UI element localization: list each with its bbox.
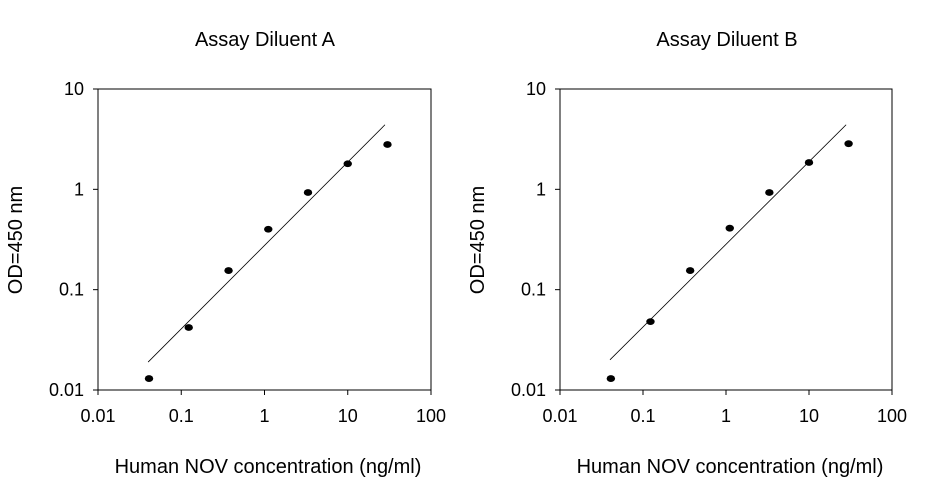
chart-b-points	[606, 140, 853, 382]
chart-a-title: Assay Diluent A	[195, 29, 336, 51]
chart-a-x-tick-label: 10	[338, 406, 358, 426]
chart-b-data-point	[646, 318, 655, 326]
chart-a-data-point	[144, 375, 154, 382]
chart-a-y-tick-label: 1	[74, 179, 84, 199]
chart-b-data-point	[685, 267, 695, 274]
chart-a-y-ticks: 0.01 0.1 1 10	[49, 79, 98, 400]
chart-b-x-tick-label: 1	[721, 406, 731, 426]
chart-a-x-tick-label: 0.1	[169, 406, 194, 426]
chart-a-data-point	[224, 267, 233, 274]
chart-b-data-point	[844, 140, 853, 148]
chart-a-xlabel: Human NOV concentration (ng/ml)	[115, 456, 422, 478]
chart-b-y-ticks: 0.01 0.1 1 10	[511, 79, 560, 400]
chart-a-data-point	[184, 324, 193, 331]
chart-a-x-tick-label: 100	[416, 406, 446, 426]
chart-b-x-tick-label: 100	[877, 406, 907, 426]
chart-b-x-ticks: 0.01 0.1 1 10 100	[542, 390, 907, 426]
chart-a-fit-line	[147, 124, 386, 363]
chart-b-y-tick-label: 0.1	[521, 280, 546, 300]
chart-b-y-tick-label: 1	[536, 179, 546, 199]
chart-a-x-tick-label: 0.01	[80, 406, 115, 426]
chart-panel-b: Assay Diluent B 0.01 0.1 1 10 0.01 0.1 1 10 100…	[467, 29, 907, 478]
chart-a-data-point	[303, 189, 313, 196]
chart-b-xlabel: Human NOV concentration (ng/ml)	[577, 456, 884, 478]
chart-a-y-tick-label: 10	[64, 79, 84, 99]
chart-b-y-tick-label: 10	[526, 79, 546, 99]
chart-b-plot-area	[559, 88, 893, 391]
chart-panel-a: Assay Diluent A 0.01 0.1 1 10 0.01 0.1 1 10 100…	[5, 29, 446, 478]
chart-a-points	[144, 141, 392, 382]
chart-a-data-point	[264, 225, 273, 233]
chart-a-data-point	[343, 160, 352, 168]
chart-a-ylabel: OD=450 nm	[5, 186, 27, 294]
chart-a-data-point	[383, 141, 392, 148]
chart-b-ylabel: OD=450 nm	[467, 186, 489, 294]
chart-a-x-tick-label: 1	[259, 406, 269, 426]
chart-b-title: Assay Diluent B	[656, 29, 797, 51]
chart-b-data-point	[804, 159, 814, 166]
chart-b-data-point	[725, 224, 734, 232]
chart-a-x-ticks: 0.01 0.1 1 10 100	[80, 390, 446, 426]
chart-b-data-point	[765, 189, 774, 196]
chart-b-x-tick-label: 0.01	[542, 406, 577, 426]
chart-b-x-tick-label: 0.1	[630, 406, 655, 426]
chart-b-x-tick-label: 10	[799, 406, 819, 426]
chart-b-y-tick-label: 0.01	[511, 380, 546, 400]
chart-a-y-tick-label: 0.1	[59, 280, 84, 300]
chart-b-data-point	[606, 375, 616, 382]
chart-a-plot-area	[97, 88, 432, 391]
chart-a-y-tick-label: 0.01	[49, 380, 84, 400]
